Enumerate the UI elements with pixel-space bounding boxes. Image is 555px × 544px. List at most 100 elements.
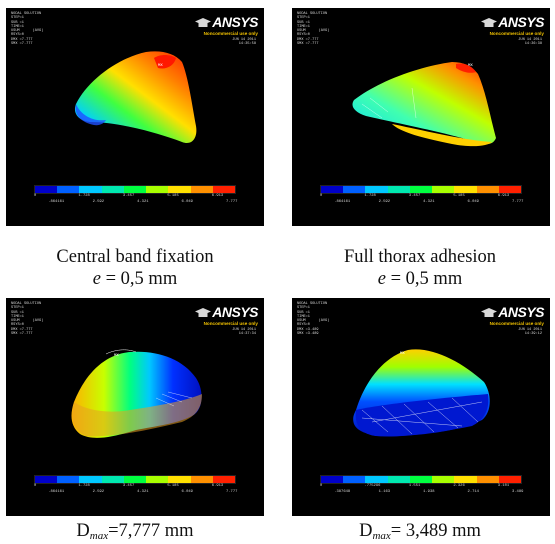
legend-tick-label: 1.938 (423, 490, 435, 494)
legend-swatch (190, 476, 213, 483)
logo-name: ANSYS (212, 304, 258, 321)
legend-swatch (454, 186, 477, 193)
legend-tick-label: 2.592 (92, 200, 105, 204)
ansys-plot-central-band: NODAL SOLUTION STEP=1 SUB =1 TIME=1 USUM… (6, 8, 264, 226)
legend-tick-label: 0 (34, 484, 37, 488)
legend-swatch (343, 476, 366, 483)
legend-tick-label: 5.185 (167, 484, 179, 488)
legend-tick-label: 2.592 (378, 200, 391, 204)
graduation-cap-icon (195, 17, 212, 27)
logo-name: ANSYS (498, 14, 544, 31)
date-stamp: JUN 14 2011 14:36:38 (518, 38, 542, 47)
legend-tick-label: .775296 (364, 484, 381, 488)
legend-swatch (498, 186, 521, 193)
legend-swatch (79, 476, 102, 483)
legend-swatch (212, 186, 235, 193)
legend-tick-label: 6.913 (211, 194, 224, 198)
deformed-mesh: MX (74, 51, 197, 144)
ansys-logo: ANSYS Noncommercial use only (480, 13, 544, 37)
caption-central-band: Central band fixation e = 0,5 mm (0, 246, 270, 290)
legend-tick-label: 4.321 (137, 490, 149, 494)
svg-text:MX: MX (468, 64, 473, 68)
legend-swatch (365, 186, 388, 193)
legend-swatch (35, 476, 58, 483)
svg-text:MX: MX (400, 352, 405, 356)
legend-tick-label: 0 (320, 194, 323, 198)
legend-swatch (321, 186, 344, 193)
legend-swatch (409, 476, 433, 483)
legend-tick-label: 1.728 (78, 194, 90, 198)
legend-swatch (123, 186, 147, 193)
date-stamp: JUN 14 2011 14:37:34 (232, 328, 256, 337)
logo-subtitle: Noncommercial use only (489, 31, 544, 36)
caption-full-thorax: Full thorax adhesion e = 0,5 mm (285, 246, 555, 290)
legend-tick-label: 6.049 (181, 490, 193, 494)
legend-tick-label: 1.163 (378, 490, 391, 494)
legend-swatch (168, 476, 191, 483)
legend-tick-label: 3.457 (122, 194, 135, 198)
legend-swatch (57, 186, 80, 193)
legend-swatch (212, 476, 235, 483)
graduation-cap-icon (195, 307, 212, 317)
legend-tick-label: 3.457 (408, 194, 421, 198)
legend-tick-label: 4.321 (423, 200, 435, 204)
caption-title: Full thorax adhesion (343, 247, 497, 267)
caption-dmax-right: Dmax= 3,489 mm (359, 521, 481, 542)
legend-ticks: 0 1.728 3.457 5.185 6.913 .864161 2.592 4.321 6.… (30, 484, 262, 498)
legend-swatch (409, 186, 433, 193)
legend-swatch (476, 186, 499, 193)
legend-tick-label: 6.913 (211, 484, 224, 488)
logo-name: ANSYS (498, 304, 544, 321)
legend-swatch (365, 476, 388, 483)
ansys-plot-full-thorax: NODAL SOLUTION STEP=1 SUB =1 TIME=1 USUM… (292, 8, 550, 226)
legend-swatch (101, 476, 124, 483)
svg-text:MX: MX (158, 64, 163, 68)
legend-swatch (79, 186, 102, 193)
legend-tick-label: 5.185 (453, 194, 465, 198)
ansys-logo: ANSYS Noncommercial use only (480, 303, 544, 327)
legend-swatch (454, 476, 477, 483)
legend-swatch (387, 186, 410, 193)
legend-swatch (343, 186, 366, 193)
legend-swatch (432, 186, 455, 193)
legend-swatch (35, 186, 58, 193)
caption-title: Central band fixation (56, 247, 214, 267)
legend-swatch (123, 476, 147, 483)
legend-tick-label: 1.551 (408, 484, 421, 488)
color-legend-bar (34, 185, 236, 194)
caption-thickness: e = 0,5 mm (377, 269, 463, 289)
legend-tick-label: 4.321 (137, 200, 149, 204)
legend-swatch (101, 186, 124, 193)
color-legend-bar (34, 475, 236, 484)
legend-swatch (57, 476, 80, 483)
logo-subtitle: Noncommercial use only (203, 31, 258, 36)
legend-ticks: 0 .775296 1.551 2.326 3.101 .387648 1.163 1.938… (316, 484, 548, 498)
legend-tick-label: 2.326 (453, 484, 465, 488)
legend-tick-label: 0 (320, 484, 323, 488)
legend-tick-label: 2.592 (92, 490, 105, 494)
graduation-cap-icon (481, 307, 498, 317)
legend-tick-label: .864161 (48, 490, 65, 494)
legend-tick-label: 1.728 (78, 484, 90, 488)
legend-tick-label: .387648 (334, 490, 351, 494)
ansys-plot-dmax-7777: NODAL SOLUTION STEP=1 SUB =1 TIME=1 USUM… (6, 298, 264, 516)
solution-info: NODAL SOLUTION STEP=1 SUB =1 TIME=1 USUM… (11, 302, 44, 337)
legend-tick-label: 5.185 (167, 194, 179, 198)
graduation-cap-icon (481, 17, 498, 27)
deformed-mesh: MX (353, 349, 490, 437)
ansys-plot-dmax-3489: NODAL SOLUTION STEP=1 SUB =1 TIME=1 USUM… (292, 298, 550, 516)
ansys-logo: ANSYS Noncommercial use only (194, 13, 258, 37)
legend-tick-label: 7.777 (226, 490, 238, 494)
legend-tick-label: 3.101 (497, 484, 510, 488)
solution-info: NODAL SOLUTION STEP=1 SUB =1 TIME=1 USUM… (297, 302, 330, 337)
solution-info: NODAL SOLUTION STEP=1 SUB =1 TIME=1 USUM… (11, 12, 44, 47)
color-legend-bar (320, 185, 522, 194)
date-stamp: JUN 14 2011 14:39:12 (518, 328, 542, 337)
legend-tick-label: 2.714 (467, 490, 479, 494)
legend-tick-label: .864161 (334, 200, 351, 204)
legend-tick-label: 7.777 (226, 200, 238, 204)
logo-name: ANSYS (212, 14, 258, 31)
legend-swatch (476, 476, 499, 483)
legend-swatch (498, 476, 521, 483)
legend-tick-label: 3.489 (512, 490, 524, 494)
